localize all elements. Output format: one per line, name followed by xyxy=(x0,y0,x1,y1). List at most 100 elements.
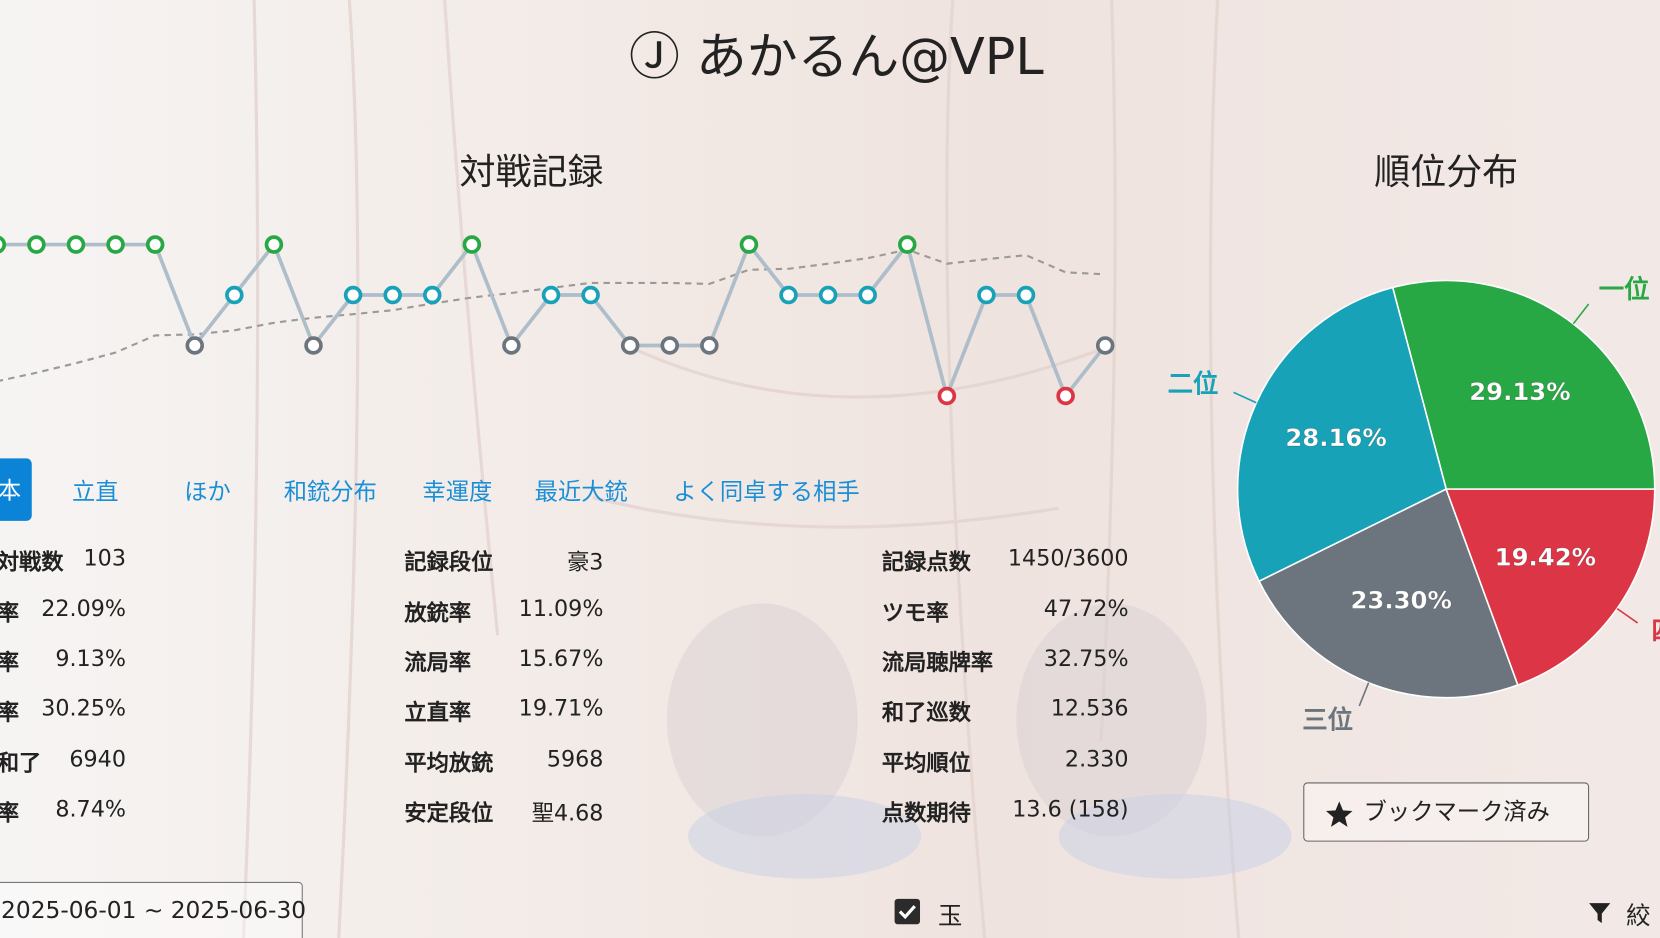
pie-slice xyxy=(1445,488,1656,687)
pie-slice xyxy=(1258,488,1519,699)
slice-value-label: 29.13% xyxy=(1469,377,1570,406)
rank-point xyxy=(383,285,402,305)
rank-point xyxy=(27,235,46,254)
filter-icon xyxy=(1589,903,1611,924)
stat-label: 記録点数 xyxy=(881,549,971,575)
rank-point xyxy=(898,235,917,254)
stat-value: 22.09% xyxy=(41,596,126,622)
stat-value: 2.330 xyxy=(1064,746,1129,772)
stat-label: 記録段位 xyxy=(404,549,494,575)
rank-point xyxy=(502,336,521,355)
rank-point xyxy=(660,336,680,355)
slice-value-label: 19.42% xyxy=(1495,542,1596,571)
rank-point xyxy=(779,285,798,305)
rank-point xyxy=(620,336,640,355)
checkbox[interactable] xyxy=(894,898,921,925)
slice-value-label: 28.16% xyxy=(1285,423,1386,452)
stat-label: 率 xyxy=(0,646,19,678)
stat-label: 放銃率 xyxy=(404,600,472,626)
page-title: Ⓙ あかるん@VPL xyxy=(628,27,1044,87)
rank-point xyxy=(818,285,838,305)
tab[interactable]: 本 xyxy=(0,458,32,521)
rank-point xyxy=(66,235,86,254)
stat-value: 6940 xyxy=(69,746,126,772)
rank-point xyxy=(977,285,996,305)
tab[interactable]: 幸運度 xyxy=(422,479,493,507)
rank-point xyxy=(145,235,165,254)
stat-value: 12.536 xyxy=(1050,695,1129,721)
stat-value: 13.6 (158) xyxy=(1012,796,1129,822)
stat-value: 30.25% xyxy=(41,695,126,721)
stat-value: 8.74% xyxy=(55,796,126,822)
leader-line xyxy=(1233,391,1257,404)
rank-point xyxy=(106,235,125,254)
star-icon xyxy=(1326,801,1353,827)
tab[interactable]: 最近大銃 xyxy=(534,479,628,507)
stat-label: 対戦数 xyxy=(0,549,64,575)
tab[interactable]: 和銃分布 xyxy=(283,479,377,507)
stat-value: 19.71% xyxy=(518,695,604,721)
rank-point xyxy=(304,336,323,355)
rank-point xyxy=(422,285,442,305)
rank-point xyxy=(1016,285,1036,305)
stat-value: 9.13% xyxy=(55,645,126,672)
rank-point xyxy=(700,336,719,355)
slice-category-label: 一位 xyxy=(1599,274,1650,304)
tab[interactable]: よく同卓する相手 xyxy=(673,479,860,507)
chart-title: 対戦記録 xyxy=(459,151,604,194)
rank-point xyxy=(462,235,482,254)
stat-value: 聖4.68 xyxy=(531,800,604,826)
rank-point xyxy=(185,336,205,355)
chart-title: 順位分布 xyxy=(1374,151,1519,194)
stat-label: 率 xyxy=(0,696,19,728)
rank-point xyxy=(937,386,957,406)
check-icon xyxy=(898,905,916,920)
checkbox-label[interactable]: 玉 xyxy=(938,903,963,931)
stat-label: 和了 xyxy=(0,750,42,777)
stat-value: 15.67% xyxy=(518,645,604,672)
stat-label: 点数期待 xyxy=(881,800,971,826)
stat-label: 立直率 xyxy=(404,699,472,726)
stat-label: ツモ率 xyxy=(881,600,949,626)
tab[interactable]: 立直 xyxy=(71,479,119,507)
rank-line xyxy=(0,240,1107,402)
stat-label: 平均順位 xyxy=(881,750,971,777)
filter-button[interactable]: 絞 xyxy=(1626,903,1651,931)
pie-slice xyxy=(1391,279,1656,490)
stat-label: 流局率 xyxy=(404,650,472,676)
leader-line xyxy=(1572,303,1590,325)
bookmark-button[interactable]: ブックマーク済み xyxy=(1303,782,1590,842)
stat-value: 32.75% xyxy=(1043,645,1129,672)
stat-value: 1450/3600 xyxy=(1007,545,1129,571)
rank-point xyxy=(343,285,363,305)
pie-slice xyxy=(1236,286,1448,583)
rank-point xyxy=(0,235,7,254)
stat-value: 47.72% xyxy=(1043,596,1129,622)
slice-category-label: 二位 xyxy=(1168,368,1219,398)
rank-point xyxy=(858,285,877,305)
stat-label: 安定段位 xyxy=(404,800,494,826)
tab[interactable]: ほか xyxy=(184,479,231,507)
leader-line xyxy=(1358,682,1370,707)
rank-point xyxy=(581,285,600,305)
rank-point xyxy=(225,285,244,305)
leader-line xyxy=(1616,607,1639,624)
rank-point xyxy=(739,235,759,254)
date-range-input[interactable]: 2025-06-01 ~ 2025-06-30 xyxy=(0,881,306,938)
rank-point xyxy=(541,285,561,305)
stat-label: 率 xyxy=(0,796,19,828)
stat-label: 和了巡数 xyxy=(881,699,971,726)
stat-value: 11.09% xyxy=(518,596,604,622)
slice-value-label: 23.30% xyxy=(1350,585,1451,614)
stat-value: 103 xyxy=(83,545,126,571)
bookmark-label: ブックマーク済み xyxy=(1363,799,1550,826)
stat-label: 率 xyxy=(0,596,19,628)
slice-category-label: 四位 xyxy=(1651,616,1660,646)
slice-category-label: 三位 xyxy=(1302,704,1353,734)
rank-point xyxy=(1095,336,1115,355)
stat-value: 5968 xyxy=(546,746,604,772)
